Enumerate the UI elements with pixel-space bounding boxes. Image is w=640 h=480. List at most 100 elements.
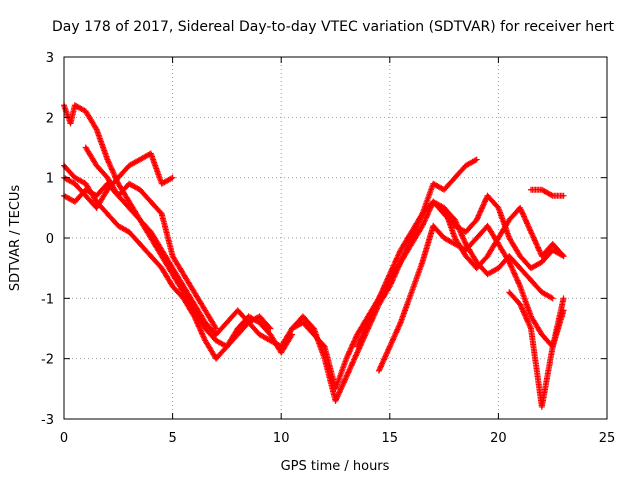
- marker-trail: [464, 157, 479, 168]
- marker-trail: [528, 314, 544, 337]
- series-arc-4: [61, 150, 176, 211]
- marker-trail: [301, 314, 316, 331]
- x-tick-label: 15: [382, 431, 399, 446]
- marker-trail: [463, 218, 479, 234]
- marker-trail: [192, 314, 208, 343]
- y-tick-label: -2: [41, 353, 54, 368]
- marker-trail: [159, 248, 175, 270]
- x-tick-label: 5: [168, 431, 176, 446]
- data-point: [213, 325, 220, 332]
- marker-trail: [507, 290, 522, 307]
- series-arc-2: [61, 162, 274, 362]
- marker-trail: [387, 248, 403, 276]
- marker-trail: [149, 254, 164, 270]
- marker-trail: [301, 320, 316, 337]
- marker-trail: [539, 345, 556, 409]
- marker-trail: [83, 145, 99, 168]
- marker-trail: [496, 242, 512, 264]
- marker-trail: [279, 326, 295, 349]
- marker-trail: [409, 260, 425, 294]
- marker-trail: [344, 333, 360, 361]
- marker-trail: [409, 224, 425, 246]
- marker-trail: [94, 188, 110, 210]
- marker-trail: [463, 236, 479, 252]
- marker-trail: [507, 254, 522, 270]
- marker-trail: [62, 175, 77, 186]
- marker-trail: [354, 320, 371, 349]
- marker-trail: [485, 265, 500, 277]
- marker-trail: [148, 152, 165, 186]
- marker-trail: [148, 236, 164, 258]
- marker-trail: [376, 272, 393, 300]
- marker-trail: [365, 296, 382, 324]
- marker-trail: [94, 163, 110, 180]
- marker-trail: [127, 206, 142, 222]
- data-point: [560, 295, 567, 302]
- marker-trail: [507, 236, 523, 258]
- marker-trail: [485, 236, 501, 258]
- marker-trail: [94, 127, 110, 162]
- marker-trail: [485, 194, 501, 210]
- marker-trail: [170, 266, 186, 288]
- marker-trail: [148, 230, 164, 252]
- marker-trail: [398, 242, 414, 264]
- y-tick-label: -3: [41, 413, 54, 428]
- marker-trail: [203, 339, 219, 361]
- marker-trail: [181, 272, 197, 294]
- x-tick-label: 0: [60, 431, 68, 446]
- marker-trail: [540, 187, 555, 198]
- marker-trail: [73, 175, 88, 186]
- marker-trail: [398, 230, 414, 252]
- marker-trail: [453, 163, 468, 180]
- axis-ticks: 0 5 10 15 20 25 -3 -2 -1 0 1 2 3: [41, 51, 615, 446]
- marker-trail: [214, 344, 229, 361]
- marker-trail: [246, 320, 262, 337]
- marker-trail: [419, 224, 436, 264]
- series-arc-10: [527, 186, 567, 199]
- marker-trail: [138, 151, 153, 162]
- marker-trail: [225, 332, 240, 349]
- marker-trail: [442, 235, 457, 247]
- data-point: [169, 174, 176, 181]
- marker-trail: [160, 175, 175, 186]
- marker-trail: [159, 212, 176, 258]
- marker-trail: [540, 290, 555, 301]
- marker-trail: [214, 320, 229, 337]
- marker-trail: [518, 266, 533, 282]
- marker-trail: [550, 296, 567, 348]
- data-point: [560, 192, 567, 199]
- marker-trail: [203, 308, 219, 331]
- marker-trail: [506, 260, 523, 288]
- marker-trail: [116, 163, 132, 180]
- marker-trail: [452, 236, 468, 258]
- marker-trail: [105, 176, 121, 198]
- series-arc-9: [441, 204, 567, 272]
- marker-trail: [333, 357, 349, 391]
- marker-trail: [105, 212, 121, 228]
- y-tick-label: 1: [46, 172, 54, 187]
- marker-trail: [159, 254, 175, 276]
- marker-trail: [279, 332, 295, 355]
- marker-trail: [257, 332, 272, 343]
- marker-trail: [127, 181, 142, 192]
- marker-trail: [127, 157, 142, 168]
- marker-trail: [72, 181, 88, 198]
- x-tick-label: 10: [273, 431, 290, 446]
- marker-trail: [517, 302, 534, 331]
- marker-trail: [170, 272, 186, 294]
- data-point: [473, 156, 480, 163]
- marker-trail: [83, 109, 99, 131]
- marker-trail: [474, 254, 490, 270]
- marker-trail: [441, 206, 458, 240]
- marker-trail: [235, 308, 251, 325]
- marker-trail: [398, 290, 414, 324]
- marker-trail: [159, 266, 175, 288]
- y-tick-label: 2: [46, 111, 54, 126]
- marker-trail: [67, 103, 78, 125]
- marker-trail: [116, 223, 131, 235]
- marker-trail: [257, 314, 273, 331]
- marker-trail: [517, 206, 534, 234]
- series-arc-11: [506, 289, 567, 410]
